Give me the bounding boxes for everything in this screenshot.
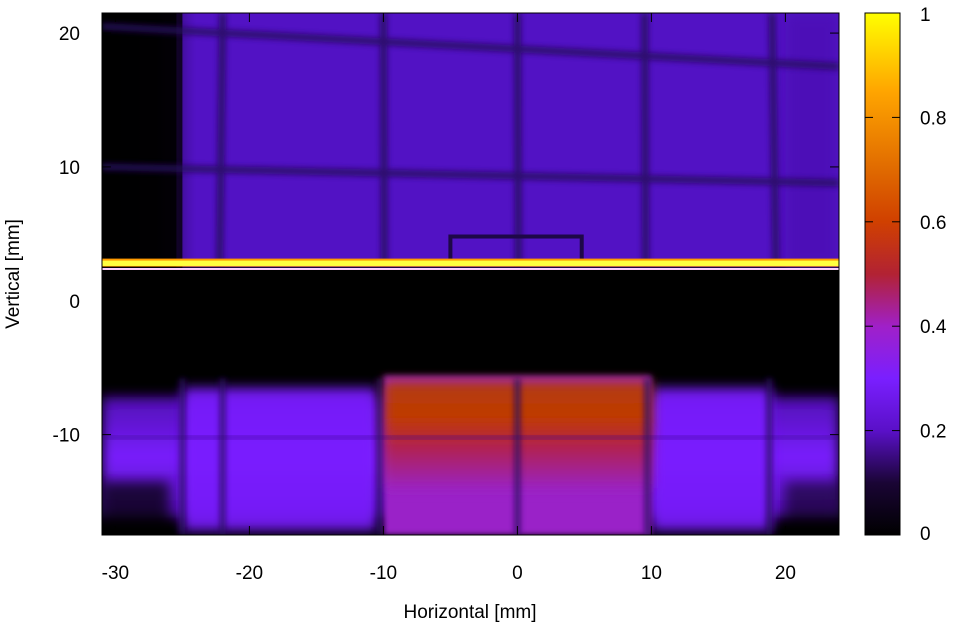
beam-wire-shadow <box>644 378 651 535</box>
colorbar-tick-label: 0.2 <box>920 422 946 443</box>
colorbar-ticks: 0 0.2 0.4 0.6 0.8 1 <box>865 5 947 545</box>
colorbar-tick-label: 1 <box>920 5 931 26</box>
colorbar-gradient <box>864 12 901 536</box>
beam-wire-shadow <box>219 378 226 535</box>
grid-wires <box>102 13 839 268</box>
lower-beam-right-wing <box>651 387 772 531</box>
dark-gap <box>102 269 839 375</box>
beam-wire-shadow <box>514 378 521 535</box>
grid-wire-vertical <box>513 13 522 268</box>
colorbar-tick-label: 0.8 <box>920 108 946 129</box>
plot-area <box>102 13 839 535</box>
y-tick-label: 20 <box>59 24 80 45</box>
grid-wire-vertical <box>216 13 227 268</box>
upper-field <box>182 13 839 268</box>
colorbar-tick-label: 0 <box>920 524 931 545</box>
y-axis-label: Vertical [mm] <box>3 219 24 329</box>
x-axis: -30 -20 -10 0 10 20 <box>102 13 796 584</box>
colorbar-tick-label: 0.4 <box>920 317 947 338</box>
beam-wire-shadows <box>179 378 773 535</box>
y-tick-label: -10 <box>53 426 80 447</box>
beam-wire-shadow <box>376 378 383 535</box>
grid-wire-vertical <box>379 13 388 268</box>
y-tick-label: 0 <box>69 292 80 313</box>
grid-wire-vertical <box>641 13 650 268</box>
x-tick-label: 20 <box>775 563 796 584</box>
bright-line <box>102 260 839 266</box>
beam-center-streak <box>102 435 839 439</box>
x-tick-label: -10 <box>370 563 397 584</box>
lower-beam-left-wing <box>182 387 377 531</box>
x-tick-label: -30 <box>102 563 129 584</box>
bottom-left-shade <box>102 481 169 535</box>
upper-left-dark-core <box>102 13 177 268</box>
grid-wire-vertical <box>768 13 780 268</box>
beam-wire-shadow <box>766 378 773 535</box>
y-tick-label: 10 <box>59 158 80 179</box>
grid-wire-horizontal <box>102 22 839 71</box>
plot-frame <box>101 12 840 536</box>
heatmap-field <box>102 13 839 535</box>
x-tick-label: -20 <box>236 563 263 584</box>
x-tick-label: 0 <box>512 563 523 584</box>
bright-line-lower <box>102 267 839 270</box>
upper-field-right-shade <box>785 13 839 268</box>
x-axis-label: Horizontal [mm] <box>403 602 536 623</box>
colorbar: 0 0.2 0.4 0.6 0.8 1 <box>864 5 947 545</box>
bottom-right-shade <box>785 481 839 535</box>
beam-wire-shadow <box>179 378 186 535</box>
y-axis: -10 0 10 20 <box>53 24 839 447</box>
grid-wire-horizontal <box>102 163 839 187</box>
x-tick-label: 10 <box>641 563 662 584</box>
colorbar-tick-label: 0.6 <box>920 213 946 234</box>
